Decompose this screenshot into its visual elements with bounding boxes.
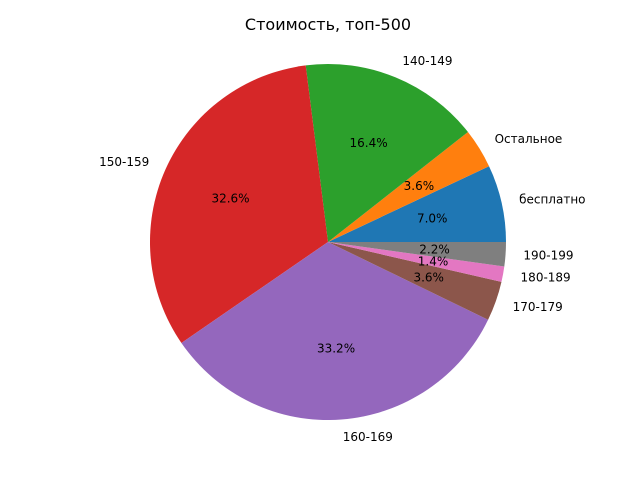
slice-190-199: [328, 242, 506, 267]
slice-150-159: [149, 65, 328, 343]
slice-бесплатно: [328, 166, 507, 242]
pct-label-140-149: 16.4%: [349, 136, 387, 150]
slice-140-149: [305, 63, 468, 242]
slice-label-150-159: 150-159: [99, 155, 149, 169]
slice-label-160-169: 160-169: [343, 430, 393, 444]
slice-170-179: [328, 242, 502, 320]
slice-label-140-149: 140-149: [402, 54, 452, 68]
pct-label-190-199: 2.2%: [419, 242, 450, 256]
chart-title: Стоимость, топ-500: [245, 15, 411, 34]
slices-layer: [149, 63, 507, 420]
pct-label-бесплатно: 7.0%: [417, 212, 448, 226]
labels-layer: 7.0% бесплатно 3.6% Остальное 16.4% 140-149 32…: [99, 54, 585, 444]
pct-label-остальное: 3.6%: [404, 179, 435, 193]
pct-label-150-159: 32.6%: [211, 191, 249, 205]
slice-label-170-179: 170-179: [513, 300, 563, 314]
pct-label-160-169: 33.2%: [317, 342, 355, 356]
slice-label-180-189: 180-189: [521, 270, 571, 284]
pct-label-170-179: 3.6%: [413, 271, 444, 285]
slice-180-189: [328, 242, 505, 282]
slice-label-190-199: 190-199: [523, 249, 573, 263]
pct-label-180-189: 1.4%: [418, 254, 449, 268]
slice-160-169: [181, 242, 489, 420]
slice-label-остальное: Остальное: [495, 132, 563, 146]
slice-остальное: [328, 132, 490, 242]
slice-label-бесплатно: бесплатно: [519, 192, 585, 206]
